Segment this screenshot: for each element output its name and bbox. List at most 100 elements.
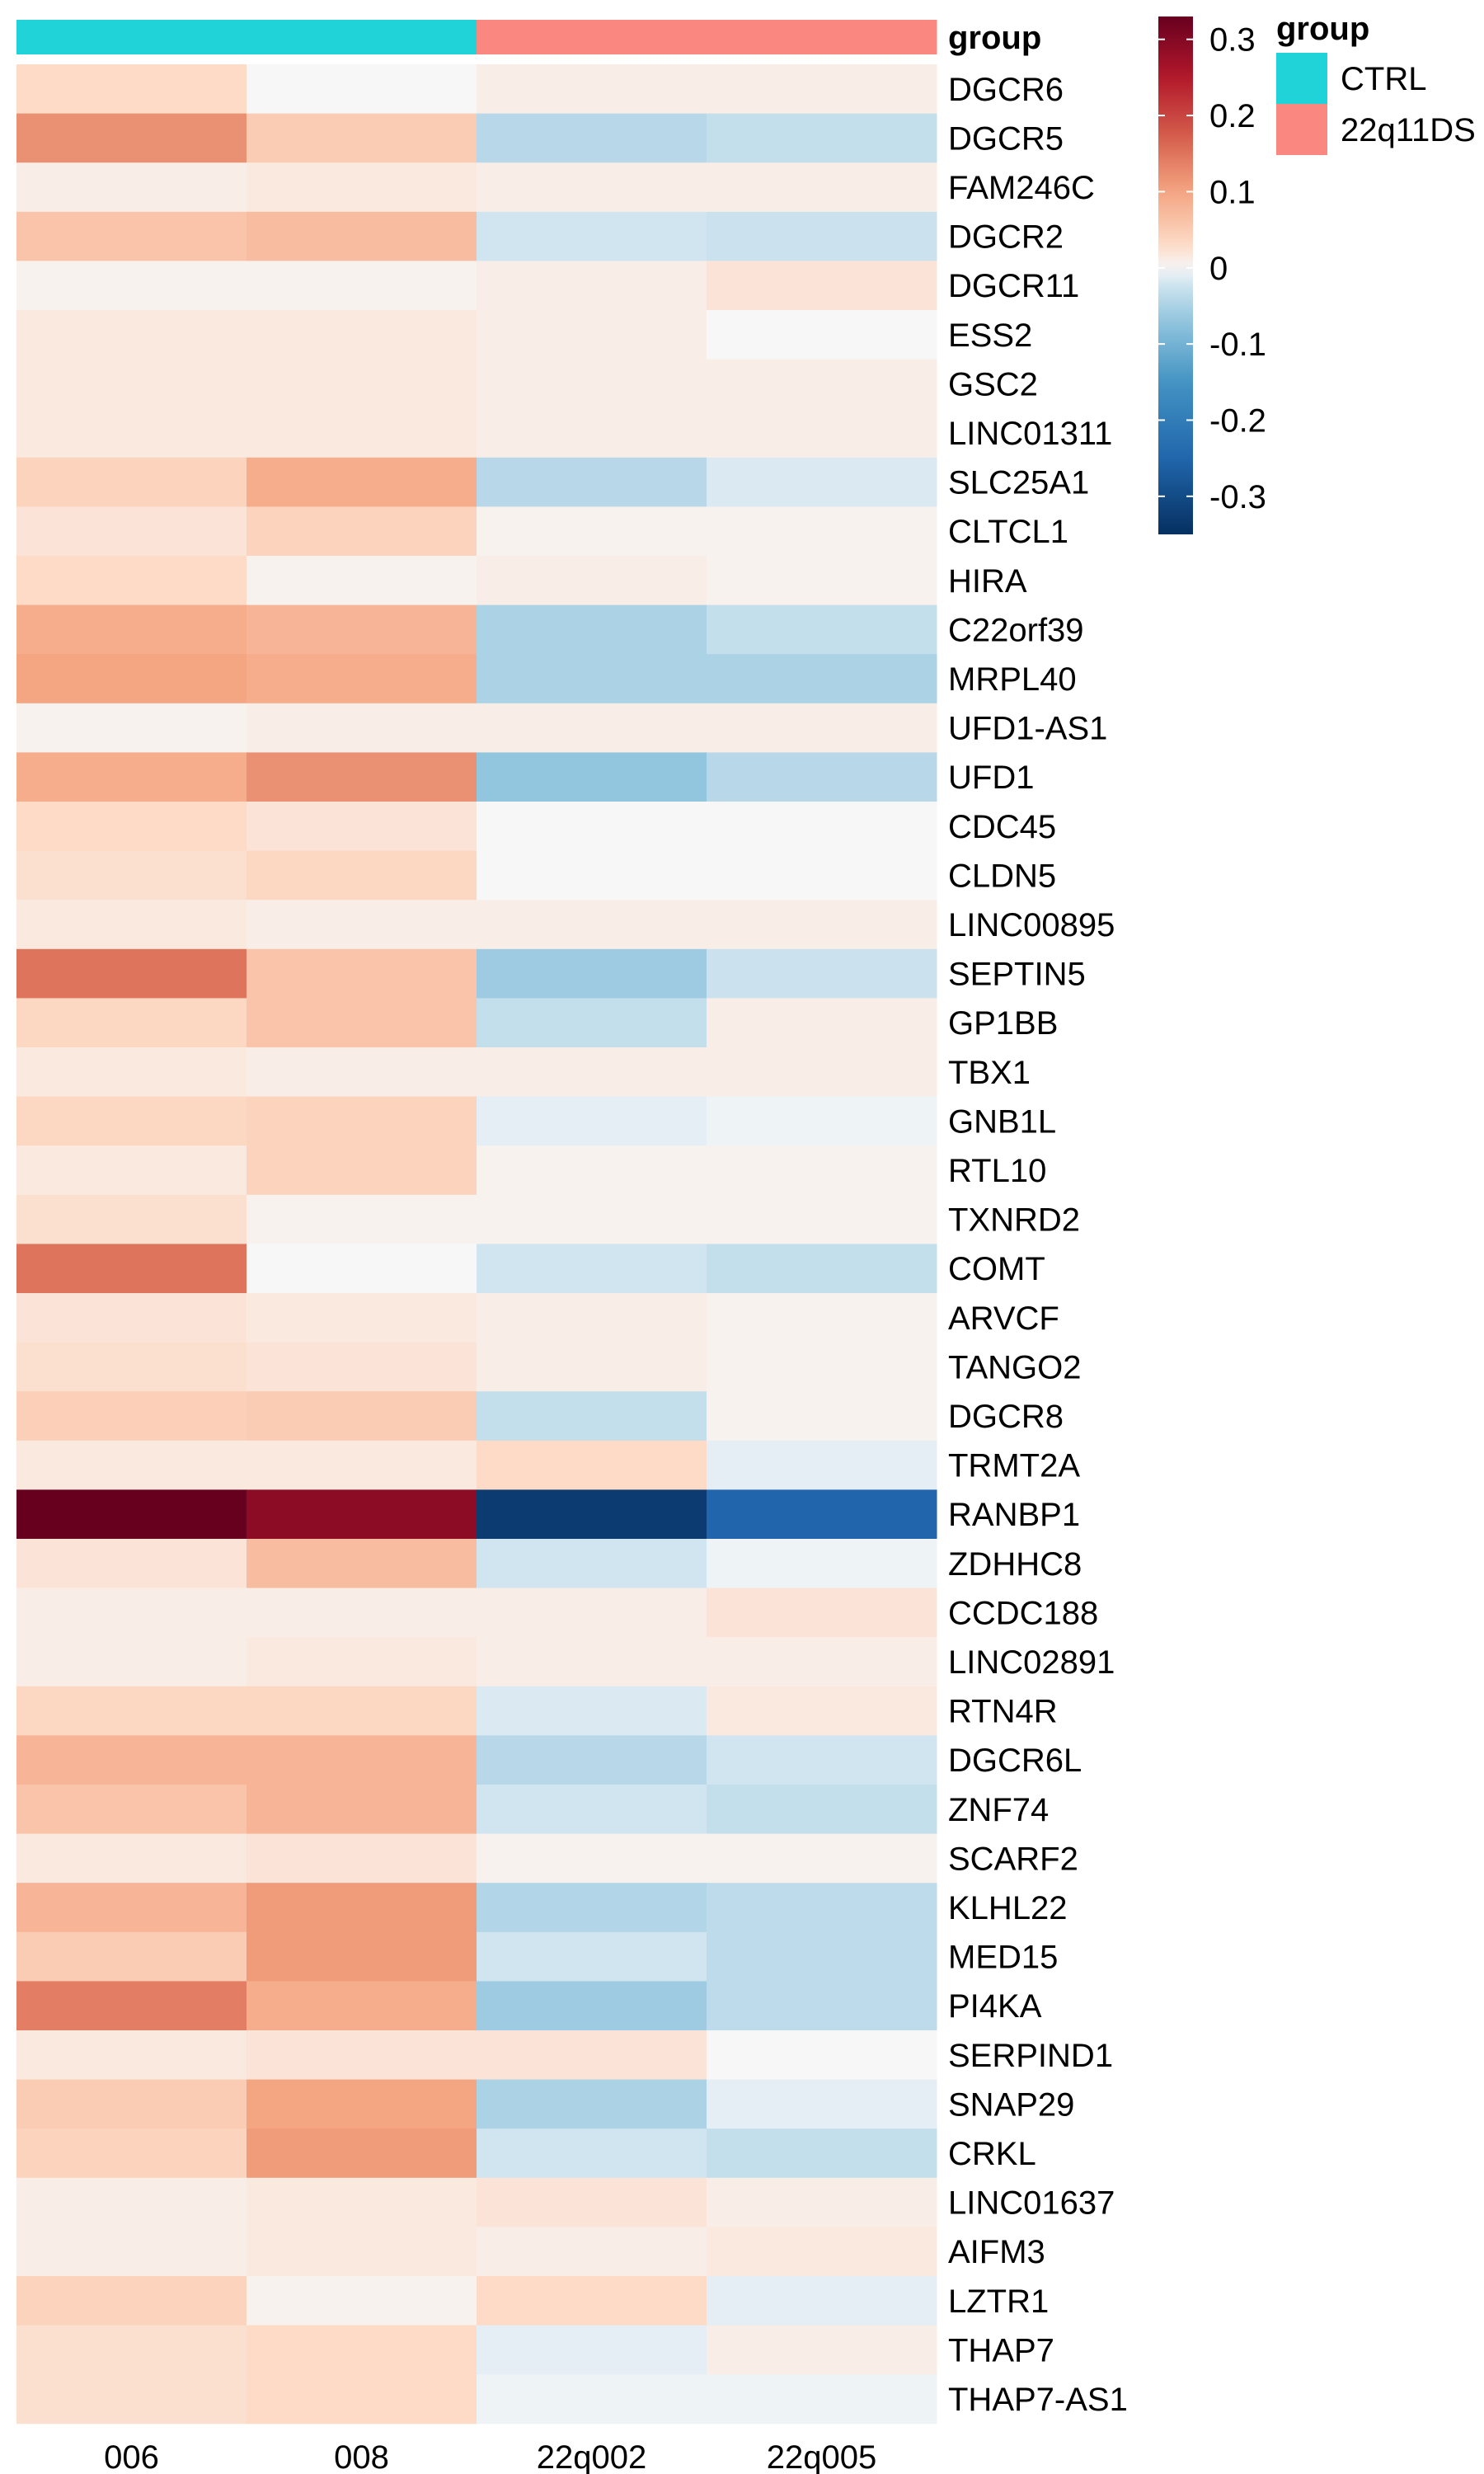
heatmap-cell — [707, 1785, 937, 1835]
colorbar-tick-label: 0.2 — [1209, 98, 1256, 134]
heatmap-cell — [247, 1637, 477, 1687]
heatmap-cell — [16, 703, 247, 753]
heatmap-cell — [247, 2128, 477, 2179]
heatmap-cell — [247, 310, 477, 360]
heatmap-cell — [707, 948, 937, 999]
heatmap-cell — [247, 1539, 477, 1589]
annotation-cell — [707, 20, 937, 54]
heatmap-cell — [247, 211, 477, 261]
heatmap-cell — [247, 1194, 477, 1244]
heatmap-cell — [707, 310, 937, 360]
row-label: TANGO2 — [948, 1349, 1082, 1385]
heatmap-cell — [707, 1587, 937, 1638]
row-label: LINC01637 — [948, 2185, 1115, 2222]
heatmap-cell — [16, 1883, 247, 1933]
heatmap-cell — [707, 1145, 937, 1196]
row-label: LINC00895 — [948, 907, 1115, 943]
heatmap-cell — [16, 850, 247, 901]
row-label: SCARF2 — [948, 1841, 1078, 1877]
heatmap-cell — [247, 1489, 477, 1540]
heatmap-cell — [247, 1145, 477, 1196]
heatmap-cell — [16, 64, 247, 115]
annotation-cell — [247, 20, 477, 54]
row-label: THAP7 — [948, 2332, 1054, 2368]
heatmap-cell — [477, 998, 707, 1048]
heatmap-cell — [707, 2227, 937, 2277]
row-label: CLDN5 — [948, 858, 1056, 894]
heatmap-cell — [477, 1096, 707, 1146]
heatmap-cell — [247, 998, 477, 1048]
heatmap-cell — [247, 1587, 477, 1638]
heatmap-cell — [707, 1833, 937, 1884]
heatmap-cell — [247, 1047, 477, 1098]
heatmap-cell — [477, 2374, 707, 2425]
heatmap-cell — [477, 1440, 707, 1490]
heatmap-cell — [16, 1047, 247, 1098]
heatmap-cell — [247, 604, 477, 655]
heatmap-cell — [16, 162, 247, 213]
row-label: UFD1-AS1 — [948, 711, 1107, 747]
row-label: RTN4R — [948, 1694, 1058, 1730]
row-label: ZNF74 — [948, 1792, 1049, 1828]
heatmap-cell — [247, 2227, 477, 2277]
heatmap-cell — [707, 1735, 937, 1785]
colorbar-tick-label: 0 — [1209, 251, 1228, 287]
colorbar-tick-label: -0.3 — [1209, 479, 1266, 515]
row-label: GSC2 — [948, 366, 1038, 402]
column-label: 22q002 — [537, 2439, 646, 2474]
row-label: ZDHHC8 — [948, 1546, 1082, 1583]
heatmap-cell — [477, 654, 707, 704]
heatmap-cell — [477, 506, 707, 557]
group-legend-title: group — [1276, 11, 1369, 47]
heatmap-cell — [477, 2227, 707, 2277]
row-label: MRPL40 — [948, 661, 1077, 698]
heatmap-cell — [247, 1686, 477, 1736]
row-label: ARVCF — [948, 1300, 1059, 1337]
column-label: 22q005 — [767, 2439, 876, 2474]
heatmap-cell — [247, 802, 477, 852]
heatmap-cell — [707, 1342, 937, 1392]
group-annotation-title: group — [948, 20, 1041, 56]
heatmap-cell — [247, 900, 477, 950]
heatmap-cell — [247, 162, 477, 213]
row-label: DGCR6 — [948, 72, 1064, 108]
heatmap-cell — [247, 1096, 477, 1146]
heatmap-cell — [707, 900, 937, 950]
row-label: HIRA — [948, 563, 1027, 600]
heatmap-cell — [16, 2128, 247, 2179]
heatmap-cell — [707, 1931, 937, 1982]
heatmap-cell — [16, 752, 247, 802]
heatmap-cell — [16, 1244, 247, 1294]
heatmap-cell — [247, 1342, 477, 1392]
heatmap-cell — [247, 457, 477, 507]
row-label: TBX1 — [948, 1055, 1031, 1091]
row-label: THAP7-AS1 — [948, 2382, 1128, 2418]
heatmap-cell — [16, 1931, 247, 1982]
row-label: SEPTIN5 — [948, 957, 1086, 993]
heatmap-cell — [707, 2325, 937, 2375]
row-label: TXNRD2 — [948, 1202, 1080, 1239]
heatmap-cell — [247, 703, 477, 753]
column-label: 008 — [334, 2439, 389, 2474]
colorbar-tick-label: 0.1 — [1209, 174, 1256, 210]
row-label: SERPIND1 — [948, 2038, 1113, 2074]
heatmap-cell — [477, 1833, 707, 1884]
heatmap-cell — [16, 1391, 247, 1442]
column-labels: 006 008 22q002 22q005 — [104, 2439, 876, 2474]
heatmap-cell — [247, 408, 477, 459]
heatmap-cell — [16, 2030, 247, 2081]
row-label: PI4KA — [948, 1988, 1042, 2025]
heatmap-cell — [477, 457, 707, 507]
heatmap-cell — [707, 850, 937, 901]
heatmap-cell — [707, 457, 937, 507]
colorbar-tick-label: 0.3 — [1209, 22, 1256, 59]
heatmap-cell — [247, 2325, 477, 2375]
heatmap-cell — [707, 1047, 937, 1098]
heatmap-cell — [16, 2325, 247, 2375]
heatmap-cell — [16, 1145, 247, 1196]
heatmap-cell — [477, 802, 707, 852]
heatmap-cell — [16, 802, 247, 852]
column-label: 006 — [104, 2439, 159, 2474]
heatmap-cell — [477, 1244, 707, 1294]
